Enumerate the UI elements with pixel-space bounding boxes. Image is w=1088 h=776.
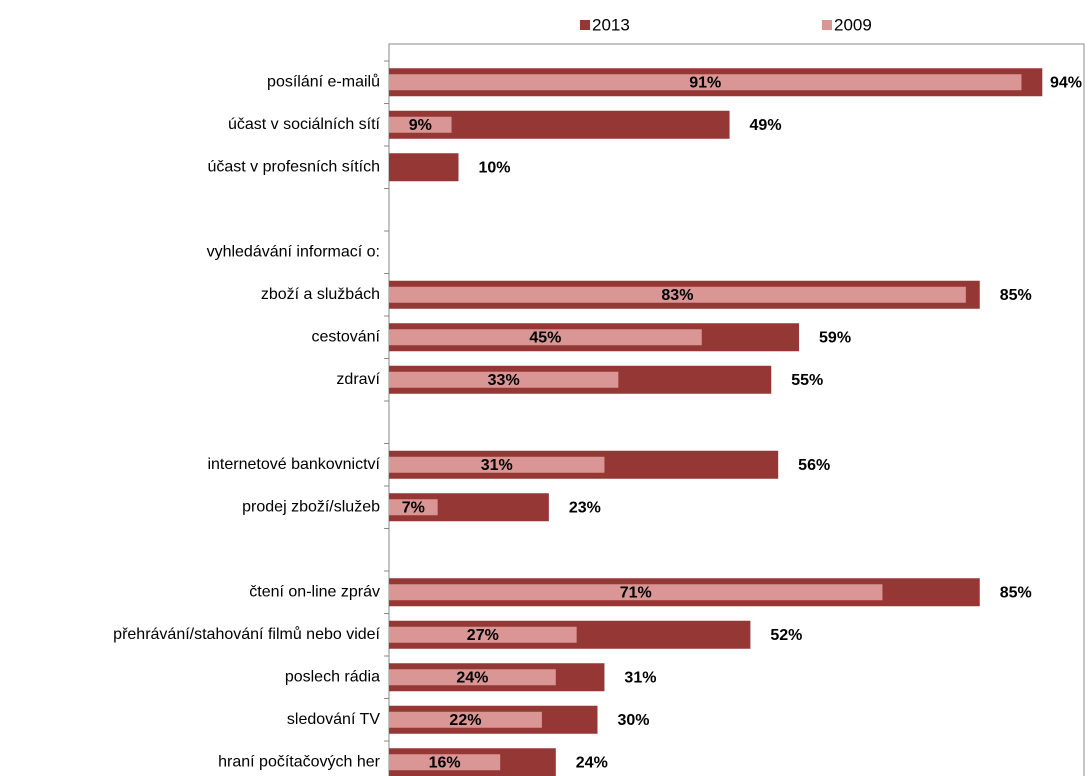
category-label: hraní počítačových her	[218, 753, 381, 770]
category-label: účast v profesních sítích	[207, 158, 380, 175]
category-label: účast v sociálních sítí	[228, 116, 381, 133]
value-label: 55%	[791, 372, 823, 389]
legend-label: 2013	[592, 15, 630, 34]
value-label: 59%	[819, 329, 851, 346]
value-label: 23%	[569, 499, 601, 516]
legend-swatch	[822, 20, 832, 30]
bar	[389, 669, 556, 686]
category-label: zboží a službách	[261, 286, 380, 303]
bar	[389, 74, 1022, 91]
value-label: 31%	[481, 457, 513, 474]
bar	[389, 329, 702, 346]
bar	[389, 116, 452, 133]
value-label: 49%	[750, 117, 782, 134]
value-label: 94%	[1050, 74, 1082, 91]
value-label: 91%	[689, 74, 721, 91]
bar	[389, 153, 459, 182]
category-label: sledování TV	[287, 711, 380, 728]
legend-label: 2009	[834, 15, 872, 34]
category-label: vyhledávání informací o:	[207, 243, 380, 260]
value-label: 30%	[617, 712, 649, 729]
value-label: 24%	[576, 754, 608, 771]
value-label: 9%	[409, 117, 432, 134]
category-label: přehrávání/stahování filmů nebo videí	[113, 625, 380, 643]
value-label: 45%	[529, 329, 561, 346]
legend-swatch	[580, 20, 590, 30]
value-label: 24%	[456, 669, 488, 686]
bar	[389, 754, 501, 771]
value-label: 85%	[1000, 584, 1032, 601]
bar	[389, 371, 619, 388]
value-label: 83%	[661, 287, 693, 304]
category-label: zdraví	[336, 371, 380, 388]
value-label: 56%	[798, 457, 830, 474]
bar	[389, 584, 883, 601]
plot-frame	[388, 43, 1085, 776]
value-label: 31%	[624, 669, 656, 686]
value-label: 16%	[429, 754, 461, 771]
value-label: 27%	[467, 627, 499, 644]
category-label: cestování	[312, 328, 381, 345]
category-label: čtení on-line zpráv	[249, 583, 380, 600]
category-label: internetové bankovnictví	[207, 456, 380, 473]
value-label: 33%	[488, 372, 520, 389]
value-label: 85%	[1000, 287, 1032, 304]
value-label: 52%	[770, 627, 802, 644]
bar	[389, 286, 966, 303]
category-label: prodej zboží/služeb	[242, 498, 380, 515]
value-label: 22%	[449, 712, 481, 729]
bar	[389, 499, 438, 516]
category-label: poslech rádia	[285, 668, 380, 685]
bar	[389, 456, 605, 473]
category-label: posílání e-mailů	[267, 72, 380, 90]
value-label: 10%	[478, 159, 510, 176]
bar	[389, 626, 577, 643]
value-label: 7%	[402, 499, 425, 516]
value-label: 71%	[620, 584, 652, 601]
bar	[389, 711, 542, 728]
